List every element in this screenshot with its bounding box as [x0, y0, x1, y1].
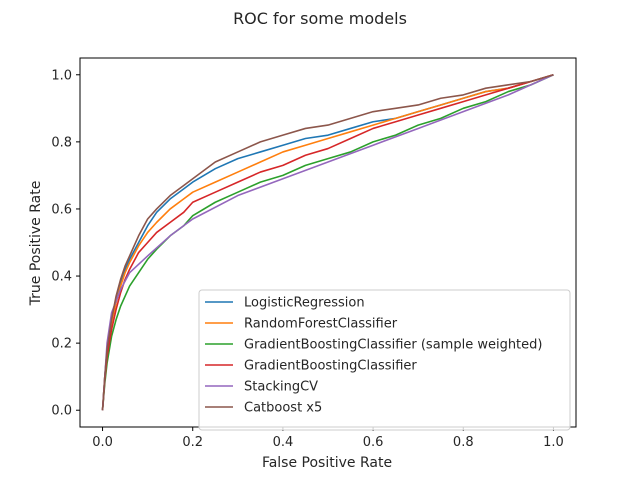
series-line-2 [101, 74, 554, 411]
plot-lines [101, 74, 554, 411]
x-axis-label: False Positive Rate [262, 455, 392, 471]
y-tick-label: 0.4 [51, 270, 72, 285]
series-line-4 [101, 74, 554, 411]
y-tick-label: 0.6 [51, 202, 72, 217]
y-axis-label: True Positive Rate [28, 181, 44, 307]
y-tick-label: 0.0 [51, 404, 72, 419]
y-tick-label: 0.8 [51, 135, 72, 150]
legend-entry: GradientBoostingClassifier [244, 359, 417, 374]
chart-title: ROC for some models [233, 9, 407, 28]
series-line-3 [101, 74, 554, 411]
legend-box [198, 289, 571, 431]
x-tick-label: 0.0 [92, 435, 113, 450]
y-axis: 0.0 0.2 0.4 0.6 0.8 1.0 [51, 68, 80, 419]
x-tick-label: 0.6 [363, 435, 384, 450]
x-axis: 0.0 0.2 0.4 0.6 0.8 1.0 [92, 427, 564, 450]
legend-entry: StackingCV [244, 380, 318, 395]
legend-entry: GradientBoostingClassifier (sample weigh… [244, 338, 542, 353]
x-tick-label: 0.2 [182, 435, 203, 450]
x-tick-label: 0.4 [273, 435, 294, 450]
legend-entry: RandomForestClassifier [244, 317, 398, 332]
series-line-1 [101, 74, 554, 411]
legend-entry: Catboost x5 [244, 401, 322, 416]
x-tick-label: 1.0 [543, 435, 564, 450]
legend-entry: LogisticRegression [244, 296, 365, 311]
legend: LogisticRegression RandomForestClassifier… [198, 289, 571, 431]
y-tick-label: 1.0 [51, 68, 72, 83]
series-line-5 [101, 74, 554, 411]
y-tick-label: 0.2 [51, 337, 72, 352]
x-tick-label: 0.8 [453, 435, 474, 450]
